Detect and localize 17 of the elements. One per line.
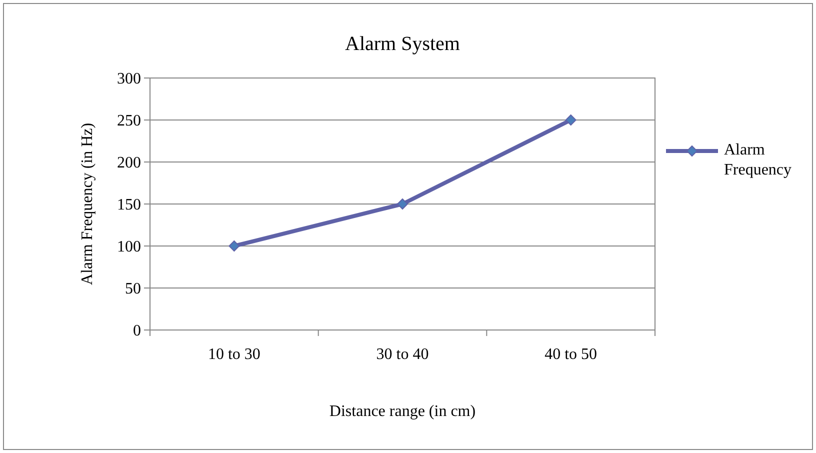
y-axis-title: Alarm Frequency (in Hz)	[79, 122, 96, 286]
y-tick-label: 300	[117, 70, 141, 88]
x-tick-label: 10 to 30	[208, 346, 260, 363]
legend-label: Alarm Frequency	[724, 141, 792, 178]
chart-title: Alarm System	[345, 33, 460, 55]
point	[565, 114, 576, 126]
y-tick-label: 250	[117, 112, 141, 130]
x-tick-label: 30 to 40	[376, 346, 429, 363]
point	[397, 198, 408, 210]
x-axis-title: Distance range (in cm)	[329, 403, 476, 420]
y-tick-label: 200	[117, 154, 141, 172]
y-tick-label: 50	[125, 280, 141, 298]
y-tick-label: 0	[133, 322, 141, 340]
y-tick-label: 150	[117, 196, 141, 214]
x-tick-label: 40 to 50	[544, 346, 598, 363]
point	[228, 240, 240, 252]
y-tick-label: 100	[117, 238, 141, 256]
